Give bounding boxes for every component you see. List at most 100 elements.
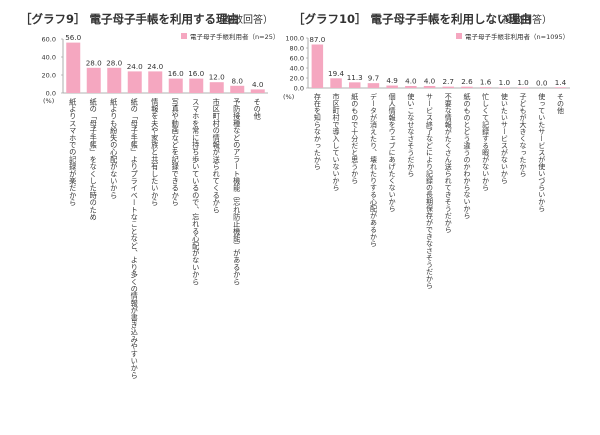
chart10-value-label: 4.0 [405, 77, 417, 86]
chart10-bar [554, 87, 567, 88]
chart10-bar [517, 87, 529, 88]
chart9-bar [148, 71, 163, 93]
chart9-category-label: 予防接種などのアラート機能（忘れ防止機能）があるから [233, 98, 242, 285]
chart9-value-label: 16.0 [168, 69, 184, 78]
chart9-value-label: 24.0 [147, 62, 163, 71]
chart10-category-label: 使っていたサービスが使いづらいから [538, 92, 546, 212]
chart10-value-label: 11.3 [347, 73, 363, 82]
chart9-category-label: 情報を夫や家族と共有したいから [151, 97, 160, 206]
chart10-y-tick-label: 60.0 [290, 55, 304, 63]
chart10-y-tick-label: 20.0 [290, 75, 304, 83]
chart10-bar [498, 87, 511, 88]
chart10-category-label: 子どもが大きくなったから [519, 93, 527, 177]
chart9-value-label: 56.0 [65, 33, 81, 42]
chart10-subtitle: （複数回答） [492, 13, 552, 26]
chart9-category-labels: 紙よりスマホでの記録が楽だから 紙の「母子手帳」をなくした時のため 紙よりも紛失の心… [69, 97, 263, 379]
chart10-bar [405, 86, 417, 88]
chart9-bar [168, 78, 183, 93]
chart10-category-labels: 存在を知らなかったから 市区町村で導入していないから 紙のもので十分だと思うから デー… [313, 92, 564, 289]
chart9-category-label: その他 [253, 98, 262, 121]
chart9-value-label: 12.0 [209, 73, 225, 82]
chart10-category-label: 市区町村で導入していないから [332, 92, 340, 191]
chart10-y-tick-label: 0.0 [294, 85, 304, 93]
chart10-value-label: 2.7 [443, 77, 454, 86]
chart10-value-label: 0.0 [536, 79, 548, 88]
chart9-bar [127, 71, 142, 93]
chart9-bar [250, 89, 265, 93]
chart10-category-label: 存在を知らなかったから [313, 92, 321, 170]
chart10-category-label: 忙しくて記録する暇がないから [482, 92, 490, 191]
chart10-value-label: 4.9 [386, 76, 398, 85]
chart9-legend-swatch [181, 33, 187, 39]
chart9-value-labels: 56.0 28.0 28.0 24.0 24.0 16.0 16.0 12.0 8.0 4.0 [65, 33, 264, 89]
chart10-y-tick-label: 100.0 [285, 35, 304, 43]
chart9-bar [189, 78, 204, 93]
chart10-value-label: 19.4 [328, 69, 344, 78]
chart9-bars [66, 42, 265, 93]
chart9-y-tick-label: 40.0 [42, 54, 56, 62]
chart10-bar [442, 86, 454, 88]
chart9-title: ［グラフ9］ 電子母子手帳を利用する理由 [20, 12, 239, 26]
chart10-category-label: 使いこなせなさそうだから [407, 92, 415, 177]
chart10-value-labels: 87.0 19.4 11.3 9.7 4.9 4.0 4.0 2.7 2.6 1.6 1.0 1.0 0… [309, 35, 566, 88]
chart10-title: ［グラフ10］ 電子母子手帳を利用しない理由 [293, 12, 532, 26]
chart10-bar [423, 86, 436, 88]
chart9-value-label: 28.0 [86, 58, 102, 67]
chart10-value-label: 1.6 [480, 78, 492, 87]
chart9-category-label: 紙の「母子手帳」をなくした時のため [89, 97, 98, 220]
chart9-y-tick-label: 60.0 [42, 36, 56, 44]
chart9-bar [86, 67, 101, 93]
chart10-bar [311, 44, 324, 88]
chart10-value-label: 1.4 [555, 78, 567, 87]
chart9-value-label: 24.0 [127, 62, 143, 71]
chart10-category-label: その他 [556, 93, 564, 115]
chart10-y-tick-label: 80.0 [290, 45, 304, 53]
chart10-legend-label: 電子母子手帳非利用者（n=1095） [465, 32, 569, 41]
chart10-category-label: 紙のもので十分だと思うから [351, 92, 359, 184]
chart10-category-label: 個人情報をウェブにあげたくないから [388, 92, 396, 212]
chart10-bar [479, 87, 492, 88]
chart10-y-unit: (%) [283, 93, 294, 101]
chart10-value-label: 4.0 [424, 77, 436, 86]
chart9-category-label: 紙の「母子手帳」よりプライベートなことなど、より多くの情報が書き込みやすいから [130, 97, 139, 379]
chart10-bar [330, 78, 342, 88]
chart9-category-label: 市区町村の情報が送られてくるから [212, 97, 221, 213]
chart9-y-unit: (%) [43, 97, 54, 105]
chart9-header: ［グラフ9］ 電子母子手帳を利用する理由 （複数回答） 電子母子手帳利用者（n=… [20, 12, 279, 105]
chart10-category-label: データが消えたり、壊れたりする心配があるから [369, 92, 377, 247]
chart10-y-tick-label: 40.0 [290, 65, 304, 73]
chart10-bar [386, 85, 398, 88]
chart10-category-label: 使いたいサービスがないから [500, 92, 508, 184]
chart10-category-label: 不要な情報がたくさん送られてきそうだから [444, 93, 452, 233]
chart10-category-label: サービス終了などにより記録の長期保存ができなさそうだから [426, 93, 434, 289]
chart9-value-label: 4.0 [252, 80, 264, 89]
chart9-bar [209, 82, 224, 93]
chart9-category-label: スマホを常に持ち歩いているので、忘れる心配がないから [192, 98, 201, 285]
chart9-value-label: 8.0 [232, 76, 244, 85]
chart10-header: ［グラフ10］ 電子母子手帳を利用しない理由 （複数回答） 電子母子手帳非利用者… [283, 12, 569, 101]
chart9-category-label: 紙よりも紛失の心配がないから [110, 97, 119, 199]
chart9-y-tick-label: 20.0 [42, 72, 56, 80]
chart9-legend-label: 電子母子手帳利用者（n=25） [190, 32, 279, 41]
chart10-legend-swatch [456, 33, 462, 39]
chart9-subtitle: （複数回答） [213, 13, 273, 26]
chart10-value-label: 1.0 [499, 78, 511, 87]
chart10-value-label: 1.0 [517, 78, 529, 87]
chart9-bar [107, 67, 122, 93]
chart9-y-tick-label: 0.0 [46, 90, 56, 98]
chart10-value-label: 9.7 [368, 74, 379, 83]
chart10-value-label: 87.0 [309, 35, 325, 44]
chart9-value-label: 28.0 [106, 58, 122, 67]
chart10-bar [367, 83, 380, 88]
chart9-category-label: 写真や動画などを記録できるから [171, 98, 180, 206]
chart10-bar [461, 86, 473, 88]
chart10-bar [349, 82, 361, 88]
chart9-value-label: 16.0 [188, 69, 204, 78]
chart9-bar [230, 85, 245, 93]
chart10-bars [311, 44, 567, 88]
chart9-bar [66, 42, 81, 93]
chart10-category-label: 紙のものとどう違うのかわからないから [463, 92, 471, 219]
chart9-category-label: 紙よりスマホでの記録が楽だから [69, 97, 78, 206]
chart10-value-label: 2.6 [461, 77, 473, 86]
